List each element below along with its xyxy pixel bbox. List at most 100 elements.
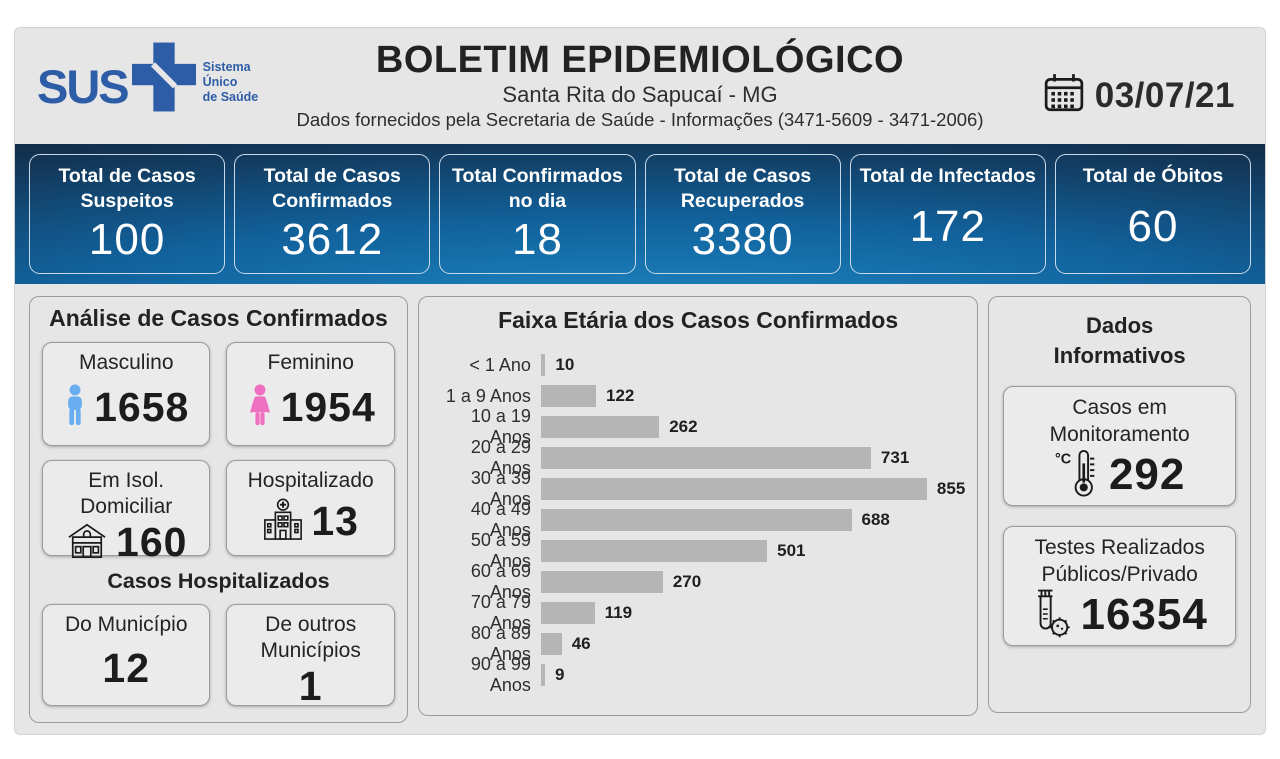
chart-category-label: 20 a 29 Anos <box>470 437 531 478</box>
info-panel: Dados Informativos Casos em Monitorament… <box>988 296 1251 713</box>
chart-title: Faixa Etária dos Casos Confirmados <box>498 307 899 333</box>
stat-label: Total de Infectados <box>859 165 1036 187</box>
card-value: 1954 <box>280 383 376 430</box>
card-value: 1658 <box>94 383 190 430</box>
chart-category-label: 70 a 79 Anos <box>470 592 531 633</box>
chart-bar-value: 688 <box>861 510 890 529</box>
card-label: Masculino <box>78 351 174 374</box>
chart-bar-value: 501 <box>777 541 806 560</box>
analysis-title: Análise de Casos Confirmados <box>49 305 388 331</box>
chart-category-label: 30 a 39 Anos <box>470 468 531 509</box>
chart-bar-value: 119 <box>604 603 633 622</box>
chart-row: < 1 Ano 10 <box>431 354 965 376</box>
info-panel-title: Dados Informativos <box>1053 313 1186 368</box>
thermometer-icon: °C <box>1054 448 1102 503</box>
card-label: Testes Realizados Públicos/Privado <box>1034 536 1205 586</box>
stat-card-confirmados: Total de Casos Confirmados 3612 <box>234 154 431 274</box>
card-label: De outros Municípios <box>260 613 361 662</box>
chart-bar <box>540 354 546 376</box>
page-title: BOLETIM EPIDEMIOLÓGICO <box>375 39 905 81</box>
main-content: Análise de Casos Confirmados Masculino <box>15 284 1265 723</box>
chart-category-label: 50 a 59 Anos <box>470 530 531 571</box>
card-monitoramento: Casos em Monitoramento °C 292 <box>1003 386 1236 507</box>
chart-bar-value: 262 <box>669 417 698 436</box>
male-icon <box>63 384 87 431</box>
card-label: Hospitalizado <box>247 469 374 492</box>
chart-bar <box>540 571 663 593</box>
stat-card-recuperados: Total de Casos Recuperados 3380 <box>644 154 841 274</box>
card-outros-municipios: De outros Municípios 1 <box>226 604 395 709</box>
chart-bar <box>540 509 852 531</box>
chart-bar-value: 122 <box>606 386 635 405</box>
chart-bar-value: 10 <box>555 355 575 374</box>
chart-bar <box>540 447 871 469</box>
summary-band: Total de Casos Suspeitos 100 Total de Ca… <box>15 144 1265 284</box>
header-info-line: Dados fornecidos pela Secretaria de Saúd… <box>296 109 984 130</box>
stat-value: 60 <box>1127 202 1179 252</box>
house-icon <box>65 521 109 564</box>
stat-label: Total de Óbitos <box>1082 165 1224 187</box>
chart-bar <box>540 478 927 500</box>
chart-row: 20 a 29 Anos 731 <box>431 437 965 478</box>
stat-value: 3612 <box>281 214 384 264</box>
chart-bar <box>540 664 546 686</box>
chart-bar <box>540 416 660 438</box>
stat-label: Total de Casos Suspeitos <box>58 165 196 213</box>
stat-value: 100 <box>88 214 166 264</box>
stat-card-infectados: Total de Infectados 172 <box>849 154 1046 274</box>
chart-bar-value: 731 <box>880 448 910 467</box>
stat-label: Total de Casos Recuperados <box>673 165 812 213</box>
chart-row: 70 a 79 Anos 119 <box>431 592 965 633</box>
card-value: 160 <box>116 519 188 566</box>
sus-cross-icon <box>131 42 196 117</box>
card-value: 292 <box>1108 450 1186 500</box>
stat-value: 18 <box>511 214 563 264</box>
chart-bar-value: 855 <box>936 479 966 498</box>
card-label: Em Isol. Domiciliar <box>80 469 173 518</box>
chart-row: 10 a 19 Anos 262 <box>431 406 965 447</box>
sus-logo: SUS Sistema Único de Saúde <box>37 42 258 117</box>
stat-value: 3380 <box>691 214 794 264</box>
bulletin-board: BOLETIM EPIDEMIOLÓGICO Santa Rita do Sap… <box>14 27 1266 735</box>
card-label: Do Município <box>64 613 188 636</box>
sus-logo-tagline: Sistema Único de Saúde <box>202 60 259 104</box>
card-label: Feminino <box>267 351 354 374</box>
card-value: 12 <box>102 644 151 691</box>
card-value: 13 <box>311 497 359 544</box>
chart-row: 60 a 69 Anos 270 <box>431 561 965 602</box>
hospitalized-heading: Casos Hospitalizados <box>107 569 330 593</box>
chart-row: 50 a 59 Anos 501 <box>431 530 965 571</box>
chart-bar <box>540 633 562 655</box>
age-chart-panel: Faixa Etária dos Casos Confirmados < 1 A… <box>417 296 979 716</box>
card-testes: Testes Realizados Públicos/Privado <box>1003 526 1236 647</box>
stat-label: Total de Casos Confirmados <box>263 165 401 213</box>
stat-label: Total Confirmados no dia <box>452 165 623 213</box>
chart-row: 30 a 39 Anos 855 <box>431 468 966 509</box>
card-isolamento: Em Isol. Domiciliar <box>42 460 211 565</box>
card-do-municipio: Do Município 12 <box>42 604 211 706</box>
chart-bar <box>540 602 595 624</box>
chart-category-label: 1 a 9 Anos <box>445 385 531 406</box>
stat-value: 172 <box>909 202 986 252</box>
chart-category-label: 90 a 99 Anos <box>470 654 531 695</box>
chart-bar-value: 46 <box>571 634 591 653</box>
chart-bar <box>540 385 597 407</box>
chart-bar <box>540 540 768 562</box>
page-subtitle: Santa Rita do Sapucaí - MG <box>502 82 778 107</box>
stat-card-obitos: Total de Óbitos 60 <box>1054 154 1252 274</box>
chart-category-label: 80 a 89 Anos <box>470 623 531 664</box>
testtube-icon <box>1031 588 1073 643</box>
card-feminino: Feminino 1954 <box>226 342 395 446</box>
age-bar-chart: < 1 Ano 10 1 a 9 Anos 122 10 a 19 Anos 2… <box>429 352 967 695</box>
report-date: 03/07/21 <box>1043 72 1235 119</box>
chart-row: 80 a 89 Anos 46 <box>431 623 965 664</box>
card-label: Casos em Monitoramento <box>1049 396 1190 446</box>
hospital-icon <box>262 497 304 546</box>
header: BOLETIM EPIDEMIOLÓGICO Santa Rita do Sap… <box>15 28 1265 144</box>
chart-category-label: 60 a 69 Anos <box>470 561 531 602</box>
svg-text:°C: °C <box>1055 451 1071 467</box>
chart-row: 40 a 49 Anos 688 <box>431 499 965 540</box>
header-titles: BOLETIM EPIDEMIOLÓGICO Santa Rita do Sap… <box>15 38 1265 131</box>
date-value: 03/07/21 <box>1094 75 1235 115</box>
female-icon <box>246 384 274 431</box>
